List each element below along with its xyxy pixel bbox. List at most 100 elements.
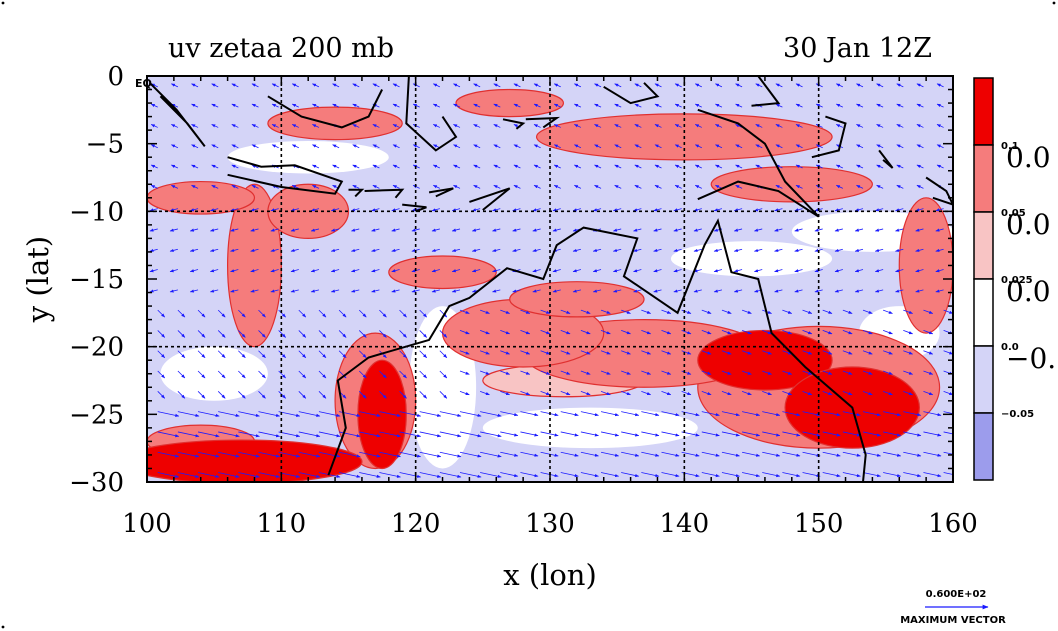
wind-vector [681,309,692,314]
wind-vector [231,184,239,189]
wind-vector [896,144,904,149]
wind-vector [209,228,219,232]
wind-vector [318,330,327,338]
wind-vector [298,370,307,379]
wind-vector [802,390,813,396]
wind-vector [231,124,239,128]
wind-vector [774,248,783,252]
wind-vector [332,83,340,88]
wind-vector [883,350,893,355]
wind-vector [862,370,873,375]
wind-vector [794,289,803,293]
wind-vector [459,411,482,417]
wind-vector [238,391,246,399]
wind-vector [197,431,220,438]
wind-vector [936,164,944,169]
wind-vector [533,144,541,149]
wind-vector [694,124,702,128]
wind-vector [258,309,266,318]
wind-vector [794,269,803,273]
wind-vector [177,330,186,338]
wind-vector [352,124,360,128]
wind-vector [681,390,692,396]
vorticity-blob [388,255,497,290]
wind-vector [621,472,640,478]
wind-vector [278,472,301,478]
wind-vector [874,248,884,252]
wind-vector [935,208,944,212]
wind-vector [701,390,712,396]
wind-vector [412,103,420,108]
wind-vector [278,391,286,399]
wind-vector [903,330,913,335]
coastline [364,188,405,199]
wind-vector [895,228,904,232]
wind-vector [693,208,702,212]
wind-vector [278,370,286,379]
wind-vector [553,124,561,128]
wind-vector [177,391,186,399]
corner-mark [1,1,5,5]
colorbar-level-label: −0.05 [1001,409,1034,420]
wind-vector [701,472,720,478]
colorbar-large-label: 0.0 [1006,275,1051,308]
wind-vector [250,269,259,273]
wind-vector [735,144,743,149]
wind-vector [721,350,732,355]
wind-vector [822,390,833,396]
wind-vector [169,269,179,273]
wind-vector [379,391,387,399]
wind-vector [419,309,427,318]
wind-vector [560,330,571,335]
wind-vector [439,391,448,399]
wind-vector [621,411,640,417]
wind-vector [834,208,843,212]
wind-vector [379,411,401,417]
wind-vector [742,411,761,417]
wind-vector [453,124,461,128]
wind-vector [157,411,180,417]
wind-vector [177,411,200,417]
wind-vector [654,144,662,149]
wind-vector [794,208,803,212]
wind-vector [553,184,561,189]
coastline [603,82,660,105]
wind-vector [896,184,904,189]
wind-vector [149,248,158,252]
wind-vector [923,390,934,396]
wind-vector [594,103,602,108]
wind-vector [290,269,299,273]
wind-vector [661,472,680,478]
colorbar-large-label: 0.0 [1006,208,1051,241]
wind-vector [312,103,320,108]
coastline [267,89,383,129]
wind-vector [492,248,501,252]
wind-vector [895,289,904,293]
wind-vector [600,330,611,335]
wind-vector [480,330,490,335]
wind-vector [310,228,320,232]
wind-vector [600,472,620,478]
wind-vector [896,164,904,169]
wind-vector [250,248,259,252]
wind-vector [835,124,844,128]
wind-vector [693,228,702,232]
wind-vector [493,164,501,169]
wind-vector [653,269,662,273]
wind-vector [762,350,772,355]
wind-vector [473,144,481,149]
wind-vector [856,83,864,88]
colorbar-swatch [973,144,994,213]
wind-vector [721,370,732,375]
wind-vector [500,330,510,335]
wind-vector [834,269,843,273]
wind-vector [936,83,944,88]
wind-vector [883,472,902,478]
wind-vector [782,411,801,417]
wind-vector [412,83,420,88]
wind-vector [862,411,881,417]
wind-vector [372,184,380,189]
wind-vector [594,144,602,149]
wind-vector [782,350,793,355]
colorbar-level-label: 0.05 [1001,208,1026,219]
